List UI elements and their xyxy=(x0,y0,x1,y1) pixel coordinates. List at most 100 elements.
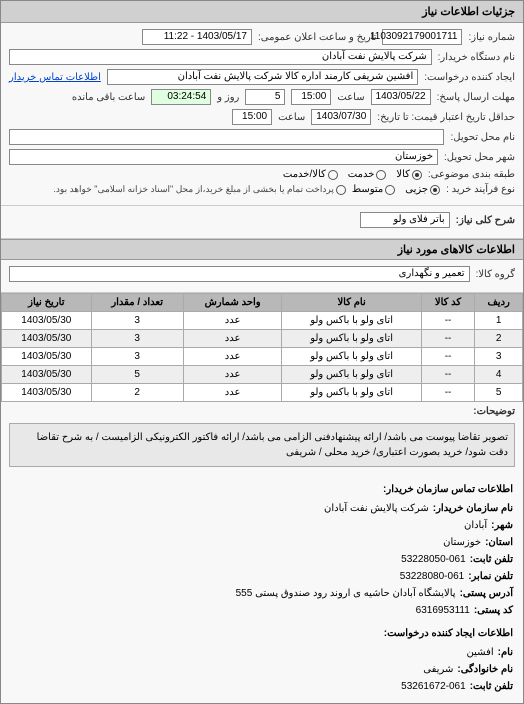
table-cell: 1403/05/30 xyxy=(2,312,92,330)
name-k: نام: xyxy=(498,644,513,661)
table-cell: 5 xyxy=(91,366,183,384)
contact-link[interactable]: اطلاعات تماس خریدار xyxy=(9,72,101,83)
delivery-type-label: نام محل تحویل: xyxy=(450,132,515,143)
radio-goods[interactable]: کالا xyxy=(396,169,422,180)
postal-k: کد پستی: xyxy=(474,602,513,619)
table-cell: اتای ولو با باکس ولو xyxy=(282,312,421,330)
radio-both-label: کالا/خدمت xyxy=(283,169,326,180)
table-cell: -- xyxy=(421,348,475,366)
phone-k: تلفن ثابت: xyxy=(470,551,513,568)
reply-time-field: 15:00 xyxy=(291,89,331,105)
table-cell: عدد xyxy=(183,366,282,384)
table-cell: اتای ولو با باکس ولو xyxy=(282,384,421,402)
need-title-field: باتر فلای ولو xyxy=(360,212,450,228)
table-header-row: ردیفکد کالانام کالاواحد شمارشتعداد / مقد… xyxy=(2,294,523,312)
radio-icon xyxy=(385,185,395,195)
contact-section: اطلاعات تماس سازمان خریدار: نام سازمان خ… xyxy=(1,473,523,703)
goods-table: ردیفکد کالانام کالاواحد شمارشتعداد / مقد… xyxy=(1,293,523,402)
table-cell: عدد xyxy=(183,384,282,402)
address-k: آدرس پستی: xyxy=(460,585,513,602)
phone-v: 53228050-061 xyxy=(401,551,466,568)
need-title-section: شرح کلی نیاز: باتر فلای ولو xyxy=(1,206,523,239)
checkbox-icon xyxy=(336,185,346,195)
family-v: شریفی xyxy=(423,661,453,678)
table-cell: اتای ولو با باکس ولو xyxy=(282,348,421,366)
table-cell: اتای ولو با باکس ولو xyxy=(282,330,421,348)
radio-minor-label: جزیی xyxy=(405,184,428,195)
table-cell: 1 xyxy=(475,312,523,330)
process-label: نوع فرآیند خرید : xyxy=(446,184,515,195)
table-cell: -- xyxy=(421,312,475,330)
radio-icon xyxy=(412,170,422,180)
table-header-cell: ردیف xyxy=(475,294,523,312)
table-row: 4--اتای ولو با باکس ولوعدد51403/05/30 xyxy=(2,366,523,384)
table-cell: 3 xyxy=(91,348,183,366)
province-v: خوزستان xyxy=(443,534,481,551)
table-cell: 4 xyxy=(475,366,523,384)
table-cell: عدد xyxy=(183,348,282,366)
validity-label: حداقل تاریخ اعتبار قیمت: تا تاریخ: xyxy=(377,112,515,123)
buyer-org-v: شرکت پالایش نفت آبادان xyxy=(324,500,429,517)
table-cell: 3 xyxy=(91,330,183,348)
reply-deadline-label: مهلت ارسال پاسخ: xyxy=(437,92,515,103)
delivery-type-field xyxy=(9,129,444,145)
req-phone-k: تلفن ثابت: xyxy=(470,678,513,695)
goods-group-field: تعمیر و نگهداری xyxy=(9,266,470,282)
need-number-label: شماره نیاز: xyxy=(468,32,515,43)
table-cell: 1403/05/30 xyxy=(2,384,92,402)
table-cell: 3 xyxy=(475,348,523,366)
radio-both[interactable]: کالا/خدمت xyxy=(283,169,338,180)
req-phone-v: 53261672-061 xyxy=(401,678,466,695)
goods-info-header: اطلاعات کالاهای مورد نیاز xyxy=(1,239,523,260)
radio-medium[interactable]: متوسط xyxy=(352,184,395,195)
table-cell: 3 xyxy=(91,312,183,330)
details-panel: جزئیات اطلاعات نیاز شماره نیاز: 11030921… xyxy=(0,0,524,704)
need-title-label: شرح کلی نیاز: xyxy=(456,215,515,226)
process-radio-group: جزیی متوسط xyxy=(352,184,440,195)
org-field: شرکت پالایش نفت آبادان xyxy=(9,49,432,65)
remaining-days-label: روز و xyxy=(217,92,239,103)
radio-icon xyxy=(328,170,338,180)
table-header-cell: تاریخ نیاز xyxy=(2,294,92,312)
requester-heading: اطلاعات ایجاد کننده درخواست: xyxy=(11,625,513,642)
radio-service[interactable]: خدمت xyxy=(348,169,387,180)
desc-label: توضیحات: xyxy=(473,406,515,417)
fax-k: تلفن نمابر: xyxy=(468,568,513,585)
time-label-2: ساعت xyxy=(278,112,305,123)
table-row: 3--اتای ولو با باکس ولوعدد31403/05/30 xyxy=(2,348,523,366)
table-cell: 2 xyxy=(91,384,183,402)
name-v: افشین xyxy=(467,644,494,661)
radio-icon xyxy=(430,185,440,195)
payment-checkbox[interactable]: پرداخت تمام یا بخشی از مبلغ خرید،از محل … xyxy=(53,184,345,195)
delivery-city-label: شهر محل تحویل: xyxy=(444,152,515,163)
remaining-days-field: 5 xyxy=(245,89,285,105)
city-k: شهر: xyxy=(491,517,513,534)
time-label-1: ساعت xyxy=(337,92,364,103)
buyer-org-k: نام سازمان خریدار: xyxy=(433,500,513,517)
buyer-heading: اطلاعات تماس سازمان خریدار: xyxy=(11,481,513,498)
fax-v: 53228080-061 xyxy=(400,568,465,585)
radio-icon xyxy=(376,170,386,180)
description-box: تصویر تقاضا پیوست می باشد/ ارائه پیشنهاد… xyxy=(9,423,515,467)
table-cell: -- xyxy=(421,330,475,348)
table-cell: 5 xyxy=(475,384,523,402)
announce-label: تاریخ و ساعت اعلان عمومی: xyxy=(258,32,377,43)
creator-label: ایجاد کننده درخواست: xyxy=(424,72,515,83)
table-body: 1--اتای ولو با باکس ولوعدد31403/05/302--… xyxy=(2,312,523,402)
main-form: شماره نیاز: 1103092179001711 تاریخ و ساع… xyxy=(1,23,523,206)
table-cell: اتای ولو با باکس ولو xyxy=(282,366,421,384)
table-cell: 1403/05/30 xyxy=(2,348,92,366)
radio-minor[interactable]: جزیی xyxy=(405,184,440,195)
org-label: نام دستگاه خریدار: xyxy=(438,52,515,63)
need-number-field: 1103092179001711 xyxy=(382,29,462,45)
validity-date-field: 1403/07/30 xyxy=(311,109,371,125)
address-v: پالایشگاه آبادان حاشیه ی اروند رود صندوق… xyxy=(236,585,456,602)
table-cell: 2 xyxy=(475,330,523,348)
creator-field: افشین شریفی کارمند اداره کالا شرکت پالای… xyxy=(107,69,418,85)
panel-title: جزئیات اطلاعات نیاز xyxy=(1,1,523,23)
remaining-time-field: 03:24:54 xyxy=(151,89,211,105)
table-header-cell: واحد شمارش xyxy=(183,294,282,312)
province-k: استان: xyxy=(485,534,513,551)
table-cell: -- xyxy=(421,366,475,384)
goods-group-label: گروه کالا: xyxy=(476,269,515,280)
